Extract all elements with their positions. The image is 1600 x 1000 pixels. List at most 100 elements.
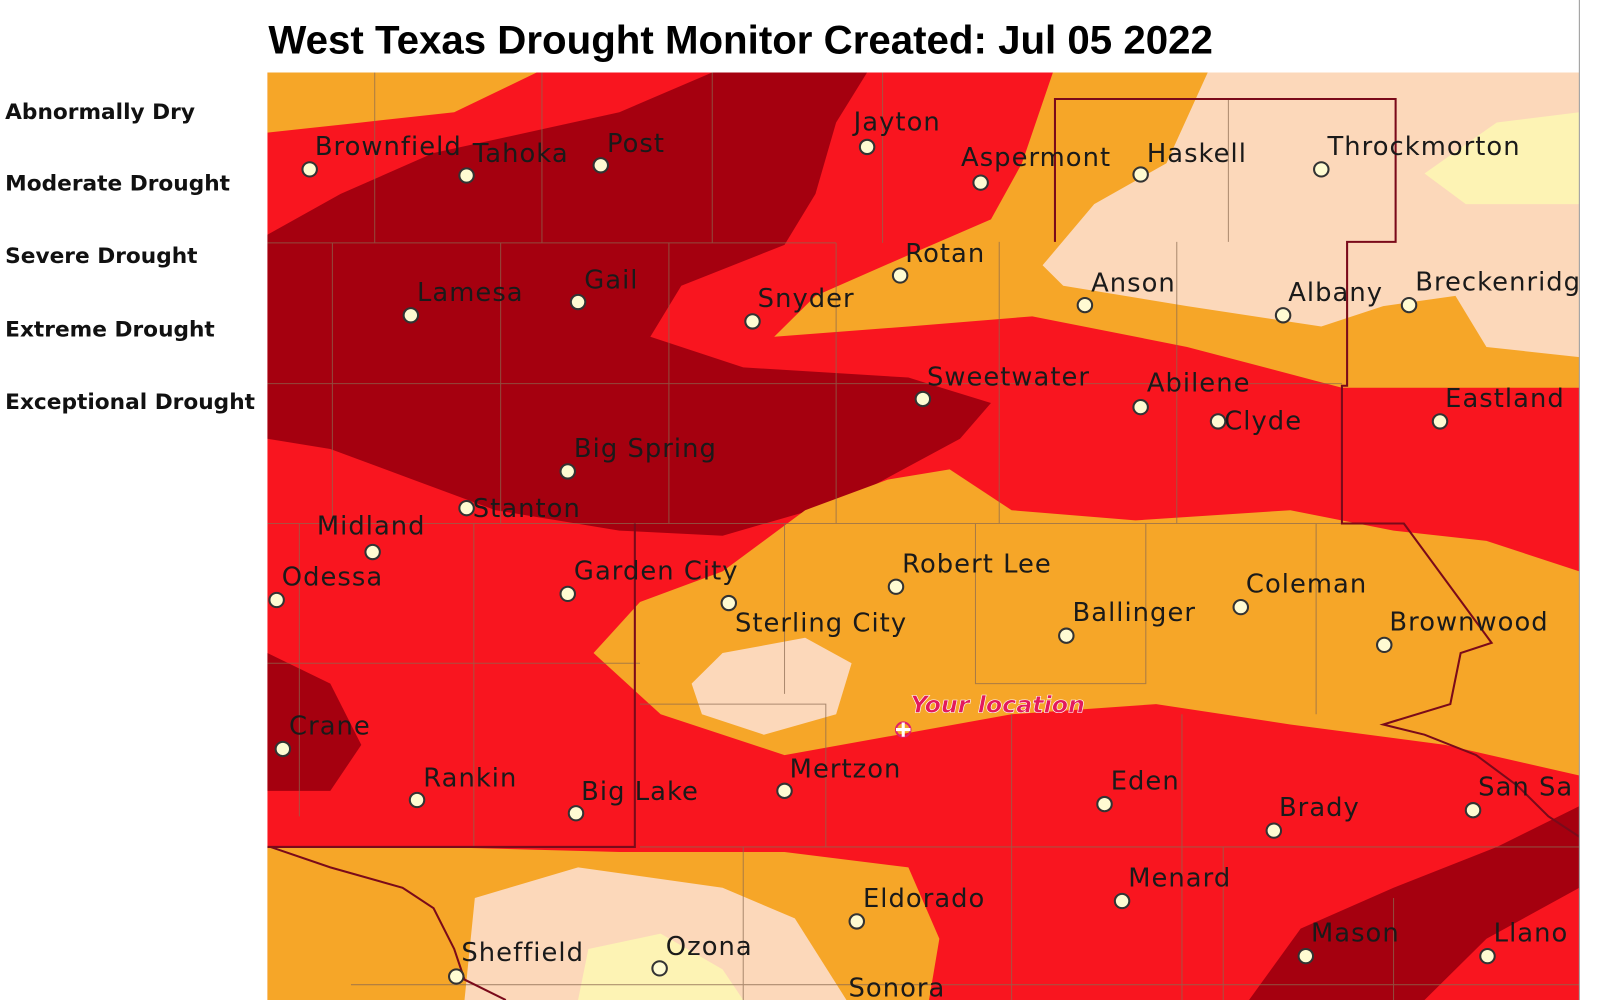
legend-label: Moderate Drought (5, 172, 230, 197)
city-label: Anson (1091, 269, 1176, 299)
city-point (914, 390, 932, 408)
extreme-drought-area (1249, 806, 1580, 1000)
legend-label: Severe Drought (5, 244, 197, 269)
city-label: Menard (1128, 864, 1231, 894)
city-label: Coleman (1246, 570, 1367, 600)
city-label: Llano (1494, 919, 1569, 949)
city-point (448, 968, 465, 985)
city-point (569, 293, 587, 311)
city-label: Crane (289, 712, 371, 742)
city-point (1313, 161, 1330, 178)
light-area (1424, 112, 1580, 205)
city-label: Lamesa (417, 278, 524, 308)
city-label: Haskell (1147, 139, 1247, 169)
city-point (858, 138, 876, 156)
city-point (458, 500, 475, 517)
city-label: Abilene (1147, 369, 1251, 399)
city-label: Odessa (282, 563, 383, 593)
city-point (1058, 627, 1075, 644)
city-label: Mason (1311, 919, 1400, 949)
city-point (1479, 947, 1496, 965)
city-point (1113, 892, 1131, 910)
city-label: Rotan (905, 239, 985, 269)
city-point (567, 805, 585, 822)
city-label: Robert Lee (902, 549, 1052, 579)
map-title: West Texas Drought Monitor Created: Jul … (268, 19, 1213, 63)
city-point (559, 463, 576, 480)
city-label: Throckmorton (1326, 132, 1520, 162)
legend-label: Abnormally Dry (5, 100, 195, 125)
city-label: Garden City (574, 557, 739, 587)
city-label: Clyde (1224, 407, 1302, 437)
moderate-drought-area (267, 72, 537, 133)
city-point (402, 307, 420, 324)
city-point (887, 578, 905, 595)
city-point (1232, 598, 1250, 616)
abnormally-dry-area (691, 637, 852, 735)
city-point (744, 313, 761, 330)
city-point (364, 543, 381, 561)
city-label: Jayton (852, 108, 941, 138)
city-point (1132, 398, 1149, 416)
city-point (720, 594, 738, 612)
city-point (1265, 822, 1283, 839)
city-point (1464, 802, 1482, 819)
city-point (274, 740, 292, 758)
your-location-marker: Your location (894, 690, 1085, 738)
city-label: Stanton (473, 494, 581, 524)
city-label: Mertzon (790, 755, 902, 785)
city-label: Eastland (1445, 384, 1565, 414)
state-lines (267, 97, 1580, 1000)
city-label: Sterling City (735, 609, 907, 639)
city-label: Brownfield (315, 132, 462, 162)
city-point (592, 157, 610, 174)
city-point (559, 585, 576, 603)
city-label: Ballinger (1073, 598, 1196, 628)
city-point (1376, 636, 1393, 654)
city-label: Rankin (423, 764, 517, 794)
city-label: Sonora (849, 974, 946, 1000)
location-cross (896, 722, 911, 737)
city-label: Ozona (666, 932, 753, 962)
legend-label: Exceptional Drought (5, 390, 255, 415)
city-point (1096, 795, 1113, 813)
cities: Brownfield Tahoka Post Jayton Aspermont Haske… (268, 108, 1581, 1000)
city-point (1400, 296, 1418, 314)
city-point (408, 791, 426, 809)
city-point (1297, 947, 1315, 965)
city-label: Snyder (758, 284, 855, 314)
city-point (1274, 307, 1292, 324)
county-lines (267, 72, 1580, 1000)
city-label: Tahoka (472, 139, 569, 169)
city-label: San Sa (1478, 773, 1573, 803)
your-location-label: Your location (910, 691, 1084, 719)
city-label: Breckenridg (1415, 268, 1581, 298)
city-point (1132, 166, 1149, 183)
city-point (268, 591, 285, 609)
city-label: Big Lake (581, 777, 699, 807)
city-label: Post (607, 129, 665, 159)
city-label: Albany (1288, 278, 1383, 308)
city-label: Eden (1111, 767, 1180, 797)
city-point (776, 782, 793, 799)
city-label: Brady (1279, 793, 1360, 823)
city-label: Aspermont (961, 143, 1111, 173)
city-point (458, 167, 475, 184)
city-label: Sheffield (461, 938, 584, 968)
city-point (972, 174, 989, 191)
city-label: Midland (317, 512, 426, 542)
city-label: Gail (584, 266, 638, 296)
extreme-drought-area (267, 653, 362, 791)
city-point (1431, 413, 1449, 430)
city-point (1076, 296, 1094, 314)
city-point (301, 161, 318, 178)
abnormally-dry-area (464, 867, 847, 1000)
city-label: Eldorado (863, 884, 985, 914)
legend: Abnormally Dry Moderate Drought Severe Dro… (5, 100, 255, 415)
city-label: Brownwood (1389, 608, 1548, 638)
legend-label: Extreme Drought (5, 318, 215, 343)
city-label: Sweetwater (927, 363, 1090, 393)
city-label: Big Spring (574, 434, 717, 464)
